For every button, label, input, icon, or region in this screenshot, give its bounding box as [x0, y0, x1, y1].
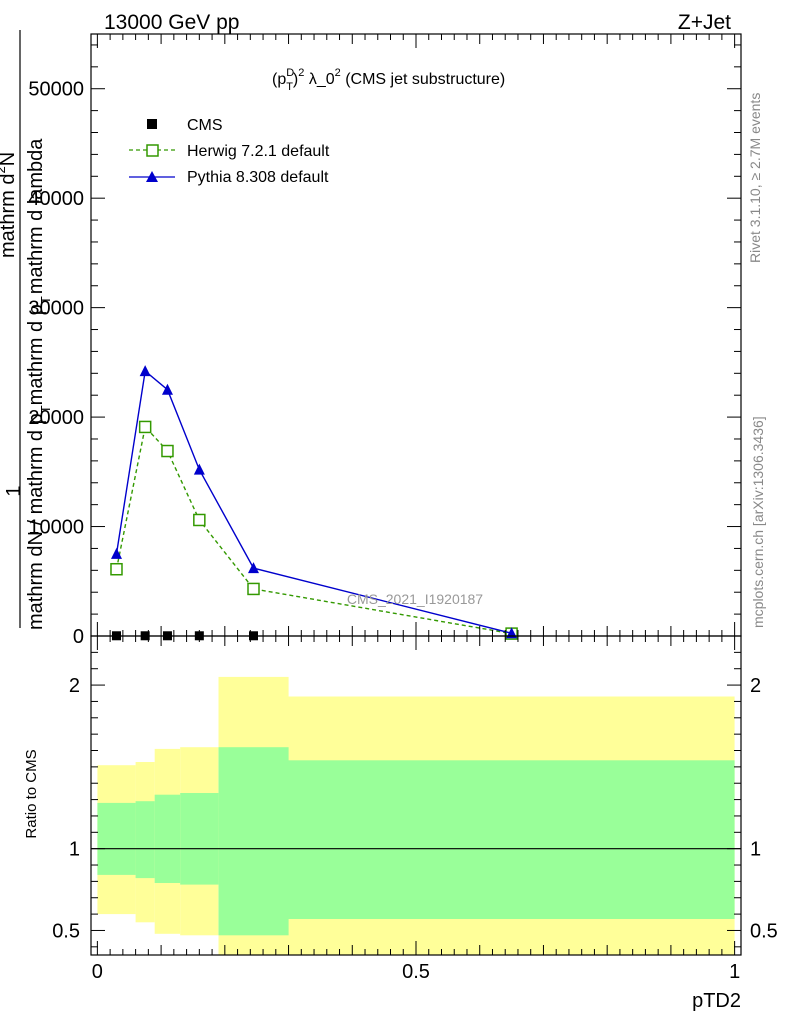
y-tick-label-ratio-right: 1: [750, 839, 761, 861]
header-left: 13000 GeV pp: [104, 11, 239, 34]
y-tick-label-upper: 20000: [28, 407, 84, 429]
y-label-denominator: mathrm dN / mathrm d pTmathrm d pTmathrm…: [25, 138, 53, 630]
y-tick-label-upper: 0: [73, 626, 84, 648]
ratio-band-inner-bin: [218, 747, 289, 936]
legend-marker-cms: [147, 119, 157, 129]
y-tick-label-ratio: 1: [69, 839, 80, 861]
y-tick-label-upper: 10000: [28, 517, 84, 539]
y-tick-label-upper: 50000: [28, 79, 84, 101]
ratio-bands: [91, 676, 741, 955]
y-label-one: 1: [3, 485, 25, 496]
series-line-pythia: [115, 369, 512, 634]
ratio-band-inner-bin: [288, 760, 735, 919]
header-right: Z+Jet: [678, 11, 731, 34]
x-tick-label: 1: [729, 961, 740, 983]
x-tick-label: 0.5: [402, 961, 430, 983]
data-point-pythia: [248, 562, 259, 574]
legend-label-herwig: Herwig 7.2.1 default: [187, 143, 330, 160]
legend: CMS Herwig 7.2.1 default Pythia 8.308 de…: [129, 117, 330, 186]
y-axis-label-ratio: Ratio to CMS: [23, 749, 40, 838]
x-axis-label: pTD2: [692, 990, 741, 1012]
y-tick-label-upper: 40000: [28, 188, 84, 210]
plot-title: (pD T)2 λ_02 (CMS jet substructure): [272, 67, 505, 93]
analysis-watermark: CMS_2021_I1920187: [347, 591, 483, 607]
y-tick-label-ratio: 0.5: [52, 920, 80, 942]
y-tick-label-ratio-right: 2: [750, 675, 761, 697]
ratio-band-inner-bin: [135, 801, 155, 879]
y-tick-label-ratio: 2: [69, 675, 80, 697]
ratio-band-inner-bin: [154, 794, 181, 883]
legend-marker-herwig: [146, 144, 159, 157]
data-point-herwig: [193, 513, 206, 527]
legend-marker-pythia: [146, 171, 158, 182]
data-point-herwig: [161, 444, 174, 458]
data-point-pythia: [110, 547, 122, 559]
data-point-pythia: [161, 383, 173, 395]
ratio-band-inner-bin: [180, 793, 219, 885]
data-point-herwig: [110, 562, 123, 576]
legend-label-cms: CMS: [187, 117, 223, 134]
ratio-band-inner-bin: [97, 802, 136, 875]
data-point-pythia: [193, 463, 205, 475]
y-tick-label-ratio-right: 0.5: [750, 920, 778, 942]
mcplots-label: mcplots.cern.ch [arXiv:1306.3436]: [750, 416, 766, 628]
axis-ticks: 0 10000 20000 30000 40000 50000 0 0.5 1 0.5 0.5 1 1 2…: [28, 34, 778, 983]
data-point-herwig: [247, 582, 260, 596]
rivet-version-label: Rivet 3.1.10, ≥ 2.7M events: [747, 93, 763, 263]
series-line-herwig: [115, 425, 512, 635]
y-label-numerator: mathrm d2N: [0, 152, 19, 258]
legend-label-pythia: Pythia 8.308 default: [187, 169, 329, 186]
data-point-pythia: [139, 365, 151, 377]
y-tick-label-upper: 30000: [28, 298, 84, 320]
data-point-herwig: [138, 420, 152, 434]
y-axis-label-upper: 1 mathrm dN / mathrm d pTmathrm d pTmath…: [0, 30, 53, 630]
x-tick-label: 0: [92, 961, 103, 983]
